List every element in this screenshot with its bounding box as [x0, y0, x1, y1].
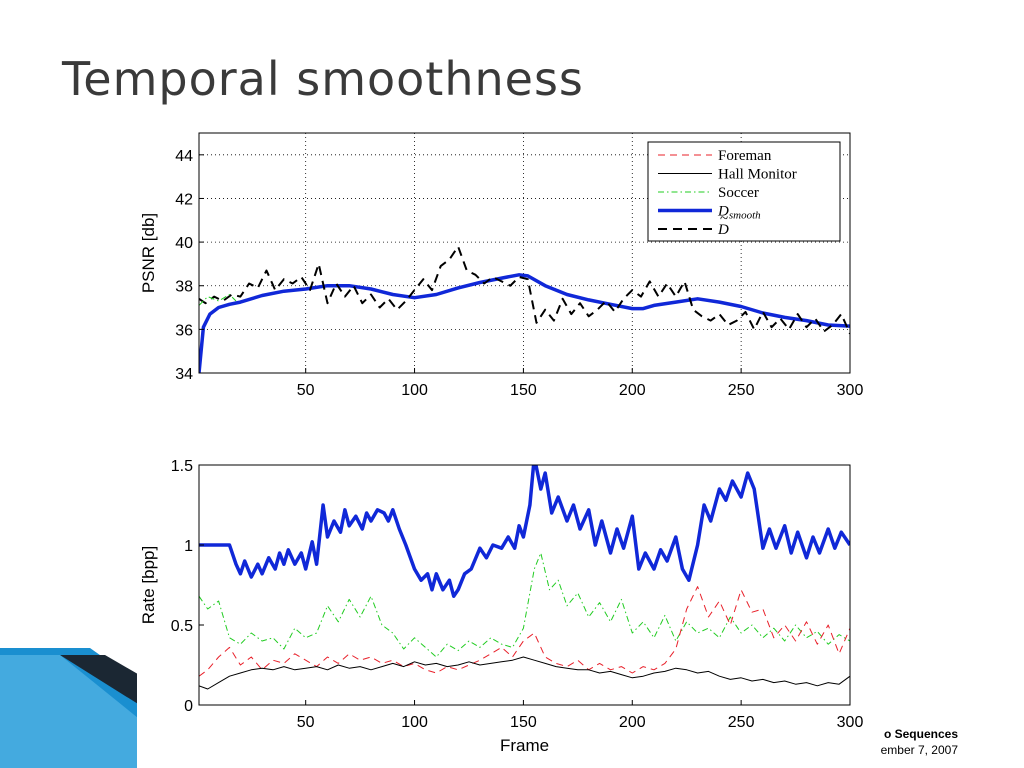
x-tick-label: 250	[728, 382, 755, 399]
series-line-d-smooth	[199, 273, 850, 373]
series-line-d-smooth	[199, 465, 850, 598]
y-tick-label: 0.5	[171, 618, 193, 635]
legend-label-foreman: Foreman	[718, 148, 772, 164]
legend-label-d-smooth: Dsmooth	[717, 204, 761, 222]
y-tick-label: 38	[175, 279, 193, 296]
legend-tilde-mark: ~	[720, 211, 728, 227]
x-tick-label: 100	[401, 382, 428, 399]
x-tick-label: 300	[837, 382, 864, 399]
y-tick-label: 40	[175, 235, 193, 252]
legend-label-hall-monitor: Hall Monitor	[718, 167, 797, 183]
x-axis-label: Frame	[500, 736, 549, 755]
y-tick-label: 36	[175, 322, 193, 339]
psnr-chart: 50 100 150 200 250 300 34 36 38 40 42 44 PSNR [db] Fo…	[139, 132, 864, 399]
x-tick-label: 50	[297, 382, 315, 399]
x-tick-label: 150	[510, 382, 537, 399]
series-line-foreman	[199, 586, 850, 677]
y-axis-label: PSNR [db]	[139, 213, 158, 293]
footer-date: ember 7, 2007	[880, 743, 958, 757]
series-line-soccer	[199, 552, 850, 658]
legend-label-soccer: Soccer	[718, 185, 759, 201]
series-line-d	[199, 245, 850, 335]
rate-chart: 50 100 150 200 250 300 0 0.5 1 1.5 Rate [bpp] Frame	[139, 458, 864, 755]
y-tick-label: 0	[184, 698, 193, 715]
x-tick-label: 50	[297, 714, 315, 731]
series-group	[199, 465, 850, 690]
y-tick-label: 42	[175, 191, 193, 208]
plot-frame	[198, 132, 851, 374]
y-tick-label: 1	[184, 538, 193, 555]
footer-title: o Sequences	[883, 727, 958, 741]
series-line-hall-monitor	[199, 656, 850, 690]
slide-title: Temporal smoothness	[62, 52, 584, 106]
x-tick-label: 200	[619, 714, 646, 731]
legend-label-d: D	[717, 222, 729, 238]
y-tick-label: 44	[175, 148, 193, 165]
series-group	[199, 245, 850, 373]
y-tick-label: 34	[175, 366, 193, 383]
x-tick-label: 200	[619, 382, 646, 399]
x-tick-label: 150	[510, 714, 537, 731]
x-tick-label: 100	[401, 714, 428, 731]
x-tick-label: 300	[837, 714, 864, 731]
plot-frame	[198, 464, 851, 706]
y-axis-label: Rate [bpp]	[139, 546, 158, 624]
x-tick-label: 250	[728, 714, 755, 731]
y-tick-label: 1.5	[171, 458, 193, 475]
